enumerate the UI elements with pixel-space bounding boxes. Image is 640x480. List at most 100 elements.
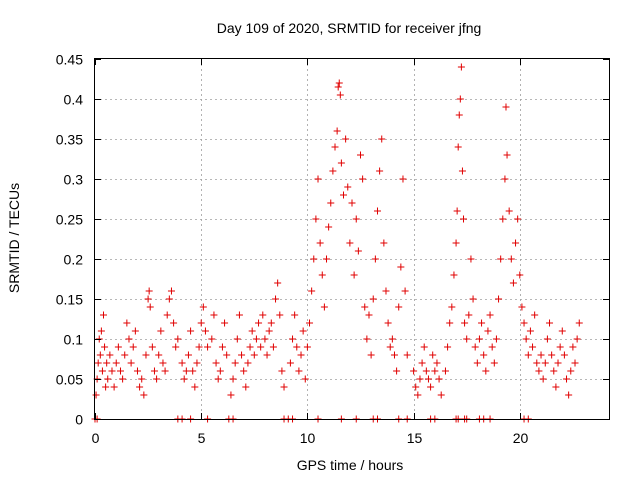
data-point [524, 351, 532, 359]
data-point [441, 367, 449, 375]
data-point [450, 271, 458, 279]
data-point [390, 351, 398, 359]
data-point [131, 327, 139, 335]
data-point [503, 151, 511, 159]
data-point [502, 103, 510, 111]
data-point [223, 351, 231, 359]
data-point [125, 335, 133, 343]
data-point [522, 335, 530, 343]
data-point [267, 319, 275, 327]
data-point [433, 359, 441, 367]
y-tick-label: 0.15 [56, 292, 83, 308]
data-point [369, 295, 377, 303]
data-point [507, 255, 515, 263]
data-point [365, 311, 373, 319]
data-point [112, 359, 120, 367]
data-point [384, 319, 392, 327]
data-point [563, 375, 571, 383]
x-tick-label: 20 [513, 430, 529, 446]
data-point [142, 351, 150, 359]
data-point [456, 95, 464, 103]
data-point [401, 287, 409, 295]
data-point [97, 327, 105, 335]
data-point [159, 359, 167, 367]
data-point [187, 327, 195, 335]
data-point [138, 375, 146, 383]
data-point [180, 375, 188, 383]
data-point [102, 383, 110, 391]
data-point [529, 343, 537, 351]
data-point [172, 343, 180, 351]
data-point [429, 351, 437, 359]
data-point [250, 351, 258, 359]
data-point [569, 343, 577, 351]
data-point [492, 335, 500, 343]
data-point [133, 367, 141, 375]
data-point [382, 287, 390, 295]
y-tick-label: 0.25 [56, 212, 83, 228]
data-point [146, 303, 154, 311]
data-point [444, 343, 452, 351]
data-point [431, 367, 439, 375]
data-point [242, 383, 250, 391]
data-point [334, 83, 342, 91]
data-point [575, 319, 583, 327]
data-point [136, 383, 144, 391]
data-point [509, 279, 517, 287]
data-point [99, 311, 107, 319]
data-point [558, 327, 566, 335]
data-point [454, 143, 462, 151]
data-point [103, 359, 111, 367]
data-point [537, 351, 545, 359]
data-point [393, 367, 401, 375]
data-point [303, 343, 311, 351]
data-point [567, 367, 575, 375]
data-point [310, 255, 318, 263]
data-point [116, 367, 124, 375]
data-point [495, 295, 503, 303]
data-point [104, 375, 112, 383]
data-point [204, 343, 212, 351]
x-axis-label: GPS time / hours [297, 457, 404, 473]
data-point [336, 91, 344, 99]
data-point [210, 311, 218, 319]
data-point [340, 191, 348, 199]
data-point [418, 359, 426, 367]
data-point [259, 311, 267, 319]
x-tick-label: 15 [407, 430, 423, 446]
data-point [216, 367, 224, 375]
data-point [101, 343, 109, 351]
data-point [299, 327, 307, 335]
data-point [350, 271, 358, 279]
data-point [191, 383, 199, 391]
data-point [238, 351, 246, 359]
data-point [424, 375, 432, 383]
y-tick-label: 0 [75, 412, 83, 428]
data-point [331, 143, 339, 151]
data-point [170, 319, 178, 327]
data-point [261, 335, 269, 343]
data-point [263, 351, 271, 359]
data-point [531, 311, 539, 319]
data-point [178, 359, 186, 367]
data-point [461, 319, 469, 327]
data-point [363, 335, 371, 343]
x-tick-label: 10 [300, 430, 316, 446]
data-point [140, 391, 148, 399]
data-point [297, 351, 305, 359]
data-point [552, 383, 560, 391]
y-tick-label: 0.3 [64, 172, 84, 188]
data-point [556, 343, 564, 351]
data-point [526, 327, 534, 335]
data-point [98, 367, 106, 375]
data-point [480, 351, 488, 359]
data-point [231, 359, 239, 367]
data-point [512, 239, 520, 247]
data-point [286, 359, 294, 367]
data-point [354, 247, 362, 255]
data-point [144, 295, 152, 303]
x-axis-tick-labels: 0 5 10 15 20 [92, 430, 529, 446]
data-point [573, 335, 581, 343]
data-point [403, 351, 411, 359]
data-point [184, 351, 192, 359]
